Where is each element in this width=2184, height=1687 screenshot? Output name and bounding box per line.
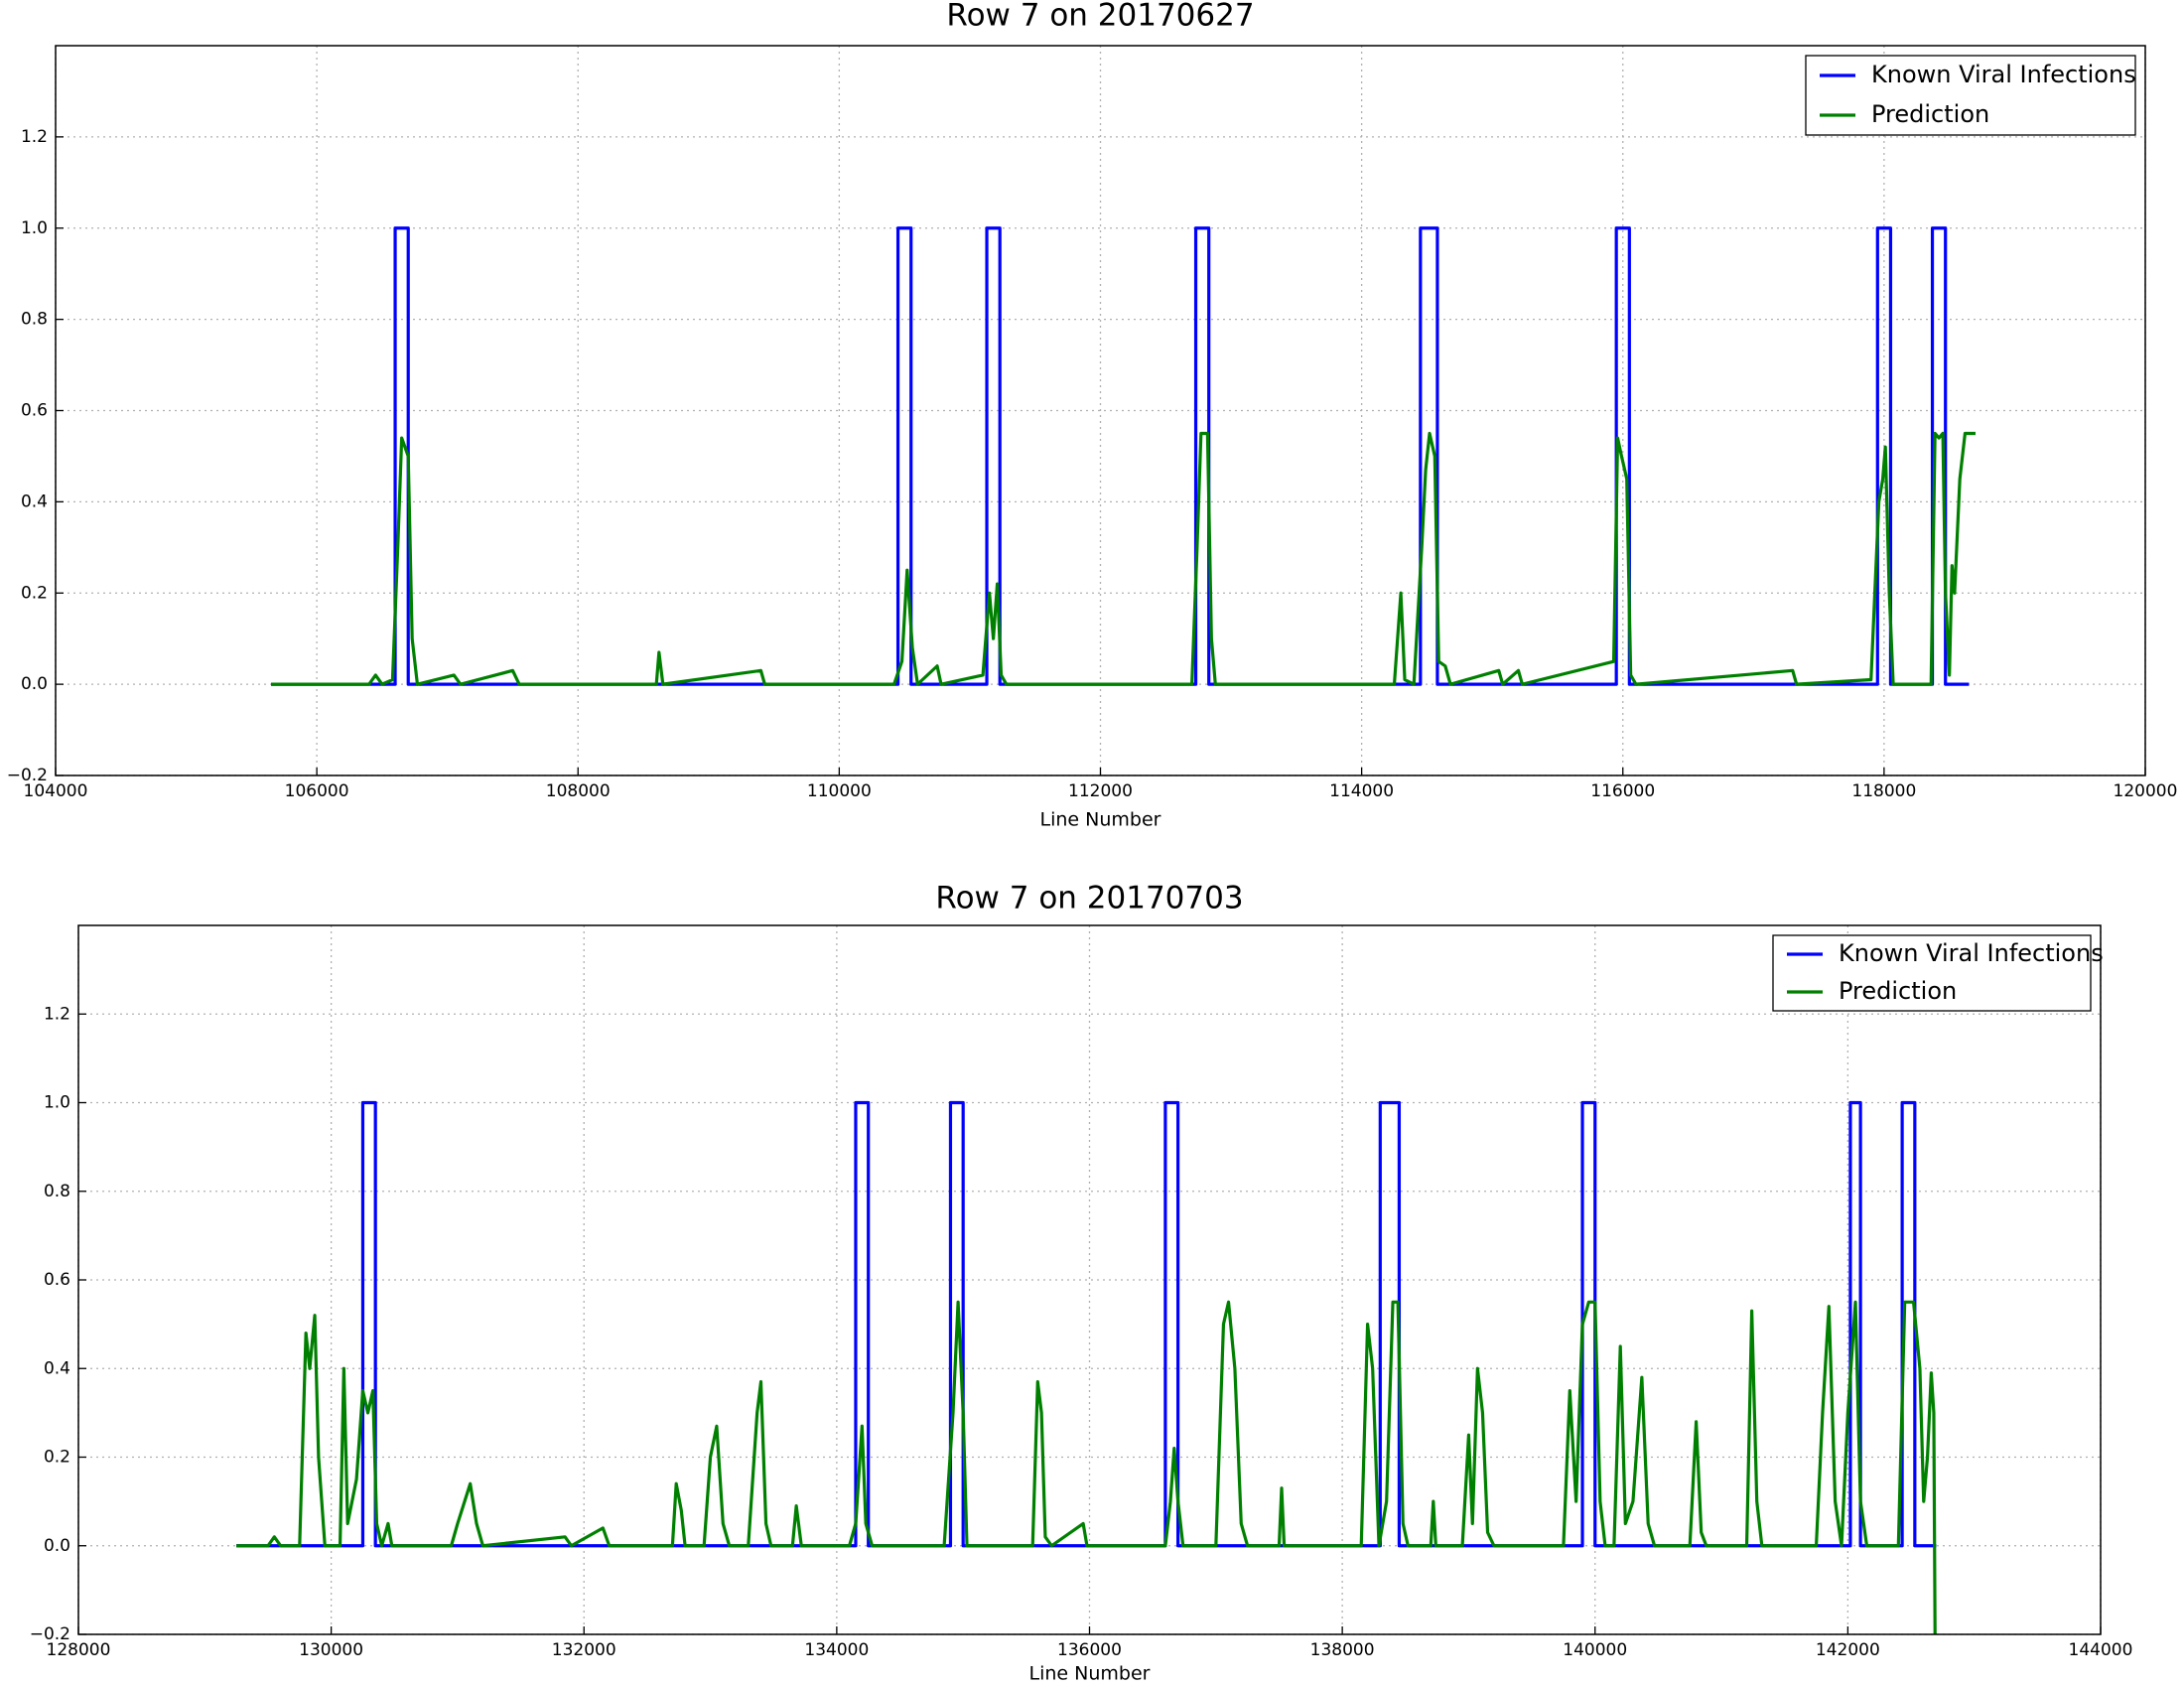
y-tick-label: 1.0 — [21, 218, 48, 238]
data-line — [271, 226, 1970, 686]
y-tick-label: 0.8 — [44, 1182, 70, 1201]
x-tick-label: 138000 — [1310, 1640, 1375, 1660]
x-tick-label: 112000 — [1068, 781, 1133, 801]
x-tick-label: 144000 — [2069, 1640, 2133, 1660]
y-tick-label: 0.2 — [21, 583, 48, 603]
plot-frame — [55, 45, 2146, 776]
chart: Row 7 on 20170703 Line Number 128000 130000… — [30, 881, 2133, 1685]
y-tick-label: 1.0 — [44, 1093, 70, 1113]
x-tick-label: 104000 — [24, 781, 88, 801]
x-tick-label: 134000 — [804, 1640, 869, 1660]
x-tick-label: 130000 — [299, 1640, 363, 1660]
x-tick-label: 140000 — [1563, 1640, 1627, 1660]
legend-box — [1805, 55, 2136, 136]
x-axis-label: Line Number — [1029, 1663, 1151, 1685]
x-tick-label: 110000 — [807, 781, 872, 801]
x-tick-label: 108000 — [546, 781, 611, 801]
data-line — [236, 1300, 1937, 1634]
x-axis-label: Line Number — [1040, 809, 1161, 831]
legend-label: Known Viral Infections — [1871, 61, 2136, 88]
plot-frame — [77, 924, 2102, 1635]
legend-label: Prediction — [1871, 100, 1989, 128]
y-tick-label: −0.2 — [7, 766, 48, 785]
y-tick-label: 0.0 — [21, 674, 48, 694]
x-tick-label: 132000 — [552, 1640, 616, 1660]
x-tick-label: 120000 — [2114, 781, 2178, 801]
data-line — [236, 1100, 1937, 1548]
x-tick-label: 116000 — [1590, 781, 1655, 801]
y-tick-label: 0.6 — [21, 401, 48, 421]
y-tick-label: 0.6 — [44, 1270, 70, 1290]
data-line — [271, 431, 1976, 686]
y-tick-label: 0.2 — [44, 1448, 70, 1468]
x-tick-label: 136000 — [1057, 1640, 1122, 1660]
chart-title: Row 7 on 20170627 — [946, 0, 1254, 34]
chart: Row 7 on 20170627 Line Number 104000 106000… — [7, 0, 2178, 831]
y-tick-label: 0.8 — [21, 310, 48, 330]
y-tick-label: 1.2 — [21, 127, 48, 147]
chart-title: Row 7 on 20170703 — [935, 881, 1243, 916]
legend-box — [1772, 934, 2092, 1012]
x-tick-label: 106000 — [285, 781, 349, 801]
y-tick-label: 0.4 — [21, 492, 48, 511]
x-tick-label: 128000 — [47, 1640, 111, 1660]
y-tick-label: −0.2 — [30, 1624, 70, 1644]
x-tick-label: 142000 — [1816, 1640, 1880, 1660]
y-tick-label: 0.0 — [44, 1536, 70, 1556]
legend-label: Known Viral Infections — [1839, 939, 2104, 967]
y-tick-label: 1.2 — [44, 1004, 70, 1024]
x-tick-label: 114000 — [1329, 781, 1394, 801]
legend-label: Prediction — [1839, 977, 1957, 1005]
y-tick-label: 0.4 — [44, 1358, 70, 1378]
x-tick-label: 118000 — [1851, 781, 1916, 801]
